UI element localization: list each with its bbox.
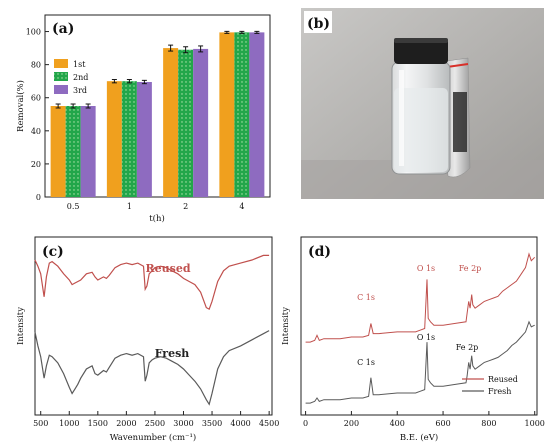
panel-a-y-tick-label: 100 bbox=[26, 28, 41, 37]
legend-label-reused: Reused bbox=[488, 375, 518, 384]
legend-label-3rd: 3rd bbox=[73, 86, 87, 95]
panel-d-fresh-c1s-label: C 1s bbox=[357, 358, 375, 367]
panel-c-x-tick-label: 1000 bbox=[59, 419, 79, 428]
panel-c-reused-annotation: Reused bbox=[145, 262, 190, 275]
panel-a-bar-chart: (a) 0 20 40 60 80 100 0.5 1 2 4 1st 2nd 3rd Remova… bbox=[15, 14, 271, 224]
panel-a-y-axis-label: Removal(%) bbox=[15, 80, 26, 132]
bottle-cap-rim bbox=[394, 38, 448, 43]
panel-a-y-tick-label: 60 bbox=[31, 94, 41, 103]
bag-seal-stripe bbox=[446, 63, 469, 68]
panel-a-y-tick-label: 0 bbox=[36, 193, 41, 202]
bar-pattern-2nd-0.5 bbox=[65, 106, 81, 197]
bar-pattern-2nd-2 bbox=[178, 49, 194, 197]
panel-a-y-tick-label: 80 bbox=[31, 61, 41, 70]
bar-1st-1 bbox=[106, 81, 122, 197]
panel-d-x-axis-label: B.E. (eV) bbox=[400, 432, 438, 443]
bar-1st-2 bbox=[163, 48, 179, 197]
panel-d-x-tick-label: 0 bbox=[303, 419, 308, 428]
panel-d-fresh-fe2p-label: Fe 2p bbox=[456, 343, 479, 352]
bar-pattern-2nd-1 bbox=[121, 81, 137, 197]
panel-d-x-tick-label: 600 bbox=[435, 419, 450, 428]
bar-pattern-2nd-4 bbox=[234, 32, 250, 197]
bar-3rd-1 bbox=[136, 82, 152, 197]
panel-d-x-ticks: 0 200 400 600 800 1000 bbox=[303, 411, 545, 428]
bar-1st-0.5 bbox=[50, 106, 66, 197]
panel-a-x-tick-label: 0.5 bbox=[67, 202, 80, 211]
bottle-liquid bbox=[394, 88, 448, 172]
panel-a-y-tick-label: 40 bbox=[31, 127, 41, 136]
panel-d-legend: Reused Fresh bbox=[462, 375, 518, 396]
panel-d-reused-fe2p-label: Fe 2p bbox=[459, 264, 482, 273]
panel-c-x-tick-label: 500 bbox=[33, 419, 48, 428]
bottle-cap bbox=[394, 38, 448, 64]
panel-d-reused-c1s-label: C 1s bbox=[357, 293, 375, 302]
bag-dark-label bbox=[453, 92, 467, 152]
panel-a-bars bbox=[50, 30, 265, 197]
panel-c-x-tick-label: 4000 bbox=[230, 419, 250, 428]
panel-d-fresh-o1s-label: O 1s bbox=[417, 333, 435, 342]
panel-d-x-tick-label: 800 bbox=[481, 419, 496, 428]
panel-c-y-axis-label: Intensity bbox=[16, 307, 26, 345]
panel-d-xps-chart: (d) 0 200 400 600 800 1000 C 1s O 1s Fe 2p C … bbox=[281, 236, 545, 443]
bar-3rd-0.5 bbox=[80, 106, 96, 197]
panel-d-x-tick-label: 200 bbox=[344, 419, 359, 428]
panel-c-spectra bbox=[34, 254, 270, 406]
panel-d-spectra bbox=[305, 252, 536, 404]
panel-b-letter-box bbox=[304, 11, 332, 33]
legend-swatch-3rd bbox=[54, 85, 68, 94]
panel-d-reused-o1s-label: O 1s bbox=[417, 264, 435, 273]
panel-c-x-tick-label: 3500 bbox=[202, 419, 222, 428]
panel-a-x-axis-label: t(h) bbox=[149, 213, 165, 224]
panel-c-x-tick-label: 2500 bbox=[145, 419, 165, 428]
legend-label-2nd: 2nd bbox=[73, 73, 88, 82]
bar-1st-4 bbox=[219, 32, 235, 197]
panel-c-x-tick-label: 2000 bbox=[116, 419, 136, 428]
panel-a-x-tick-label: 2 bbox=[183, 202, 188, 211]
spectrum-line-reused bbox=[34, 254, 270, 310]
panel-a-y-ticks: 0 20 40 60 80 100 bbox=[26, 28, 49, 202]
panel-a-x-tick-label: 1 bbox=[127, 202, 132, 211]
bottle-highlight bbox=[399, 70, 404, 166]
panel-c-ftir-chart: (c) 500 1000 1500 2000 2500 3000 3500 4000 4500 … bbox=[16, 236, 279, 443]
spectrum-line-fresh bbox=[305, 320, 535, 404]
legend-swatch-pattern-2nd bbox=[54, 72, 68, 81]
panel-c-letter: (c) bbox=[42, 244, 64, 260]
panel-a-x-tick-label: 4 bbox=[239, 202, 244, 211]
bar-3rd-2 bbox=[193, 48, 209, 197]
panel-b-letter: (b) bbox=[307, 16, 330, 32]
panel-c-x-ticks: 500 1000 1500 2000 2500 3000 3500 4000 4500 bbox=[33, 411, 279, 428]
panel-d-axes-frame bbox=[300, 236, 538, 416]
panel-d-x-tick-label: 400 bbox=[390, 419, 405, 428]
panel-a-y-tick-label: 20 bbox=[31, 160, 41, 169]
legend-label-fresh: Fresh bbox=[488, 387, 511, 396]
panel-c-x-tick-label: 4500 bbox=[259, 419, 279, 428]
panel-d-x-tick-label: 1000 bbox=[525, 419, 545, 428]
panel-b-photo: (b) bbox=[301, 8, 544, 199]
panel-d-y-axis-label: Intensity bbox=[281, 307, 291, 345]
panel-a-axes-frame bbox=[44, 14, 271, 198]
legend-swatch-1st bbox=[54, 59, 68, 68]
panel-a-legend: 1st 2nd 3rd bbox=[54, 59, 88, 95]
bar-3rd-4 bbox=[249, 32, 265, 197]
panel-c-x-axis-label: Wavenumber (cm⁻¹) bbox=[110, 432, 197, 443]
panel-c-fresh-annotation: Fresh bbox=[155, 347, 190, 360]
panel-c-x-tick-label: 1500 bbox=[88, 419, 108, 428]
legend-label-1st: 1st bbox=[73, 60, 86, 69]
panel-c-axes-frame bbox=[34, 236, 273, 416]
panel-a-letter: (a) bbox=[52, 21, 74, 37]
panel-d-letter: (d) bbox=[308, 244, 331, 260]
panel-c-x-tick-label: 3000 bbox=[173, 419, 193, 428]
spectrum-line-fresh bbox=[34, 330, 270, 406]
spectrum-line-reused bbox=[305, 252, 536, 343]
